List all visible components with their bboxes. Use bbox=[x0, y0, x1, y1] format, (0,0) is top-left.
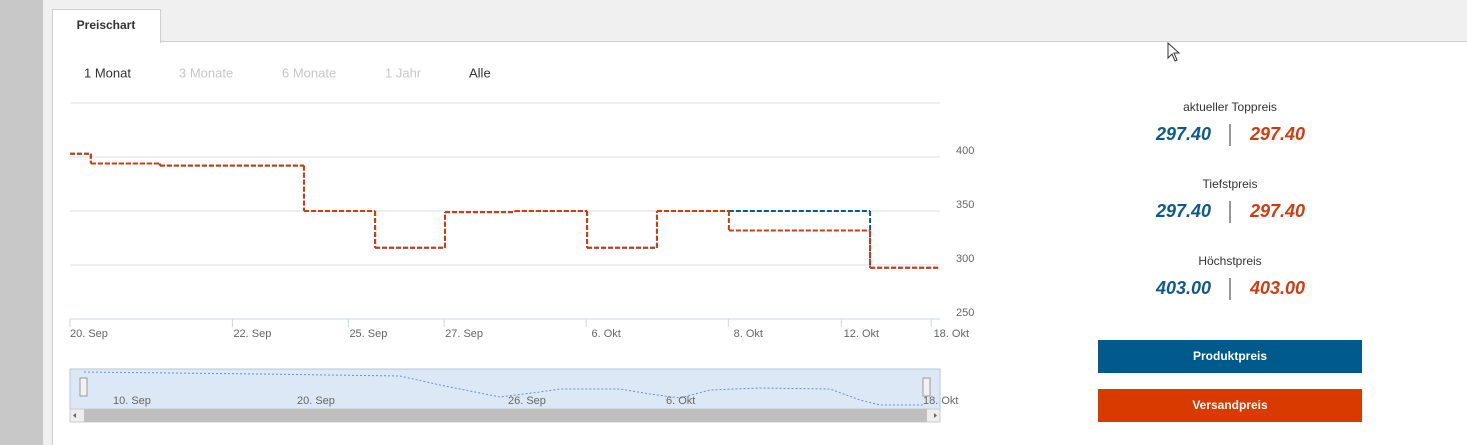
x-tick-label: 18. Okt bbox=[934, 328, 969, 340]
price-label: aktueller Toppreis bbox=[1183, 100, 1277, 114]
x-tick-label: 6. Okt bbox=[592, 328, 621, 340]
range-button[interactable]: 1 Monat bbox=[84, 65, 131, 80]
navigator-label: 20. Sep bbox=[297, 395, 335, 407]
scrollbar-thumb[interactable] bbox=[84, 409, 927, 422]
button-label[interactable]: Versandpreis bbox=[1192, 398, 1268, 412]
x-tick-label: 20. Sep bbox=[70, 328, 108, 340]
range-button[interactable]: 6 Monate bbox=[282, 65, 336, 80]
y-tick-label: 400 bbox=[956, 145, 974, 157]
range-button[interactable]: Alle bbox=[469, 65, 491, 80]
x-tick-label: 27. Sep bbox=[445, 328, 483, 340]
price-label: Höchstpreis bbox=[1198, 254, 1261, 268]
navigator-label: 18. Okt bbox=[923, 395, 958, 407]
button-label[interactable]: Produktpreis bbox=[1193, 349, 1267, 363]
chart: 250 300 350 400 20. Sep 22. Sep 25. Sep 27. Sep… bbox=[69, 102, 974, 340]
tab-label[interactable]: Preischart bbox=[77, 18, 136, 32]
y-tick-label: 300 bbox=[956, 253, 974, 265]
price-value: 297.40 bbox=[1155, 124, 1211, 144]
price-value: 403.00 bbox=[1249, 278, 1305, 298]
range-button[interactable]: 3 Monate bbox=[179, 65, 233, 80]
navigator-handle[interactable] bbox=[922, 377, 931, 397]
price-panel: aktueller Toppreis 297.40 297.40 Tiefstprei… bbox=[1155, 100, 1305, 300]
x-tick-label: 12. Okt bbox=[844, 328, 879, 340]
tab-join bbox=[53, 40, 160, 44]
navigator-handle[interactable] bbox=[79, 377, 88, 397]
navigator: 10. Sep 20. Sep 26. Sep 6. Okt 18. Okt bbox=[69, 368, 958, 423]
tab[interactable] bbox=[52, 9, 161, 43]
cursor bbox=[1167, 41, 1181, 62]
button-produktpreis[interactable] bbox=[1098, 340, 1362, 373]
price-label: Tiefstpreis bbox=[1203, 177, 1258, 191]
price-value: 297.40 bbox=[1155, 201, 1211, 221]
price-value: 403.00 bbox=[1155, 278, 1211, 298]
y-tick-label: 250 bbox=[956, 307, 974, 319]
side-strip bbox=[0, 0, 43, 445]
navigator-line bbox=[83, 371, 925, 406]
range-button[interactable]: 1 Jahr bbox=[385, 65, 422, 80]
y-tick-label: 350 bbox=[956, 199, 974, 211]
x-tick-label: 22. Sep bbox=[233, 328, 271, 340]
navigator-label: 6. Okt bbox=[666, 395, 695, 407]
x-tick-label: 25. Sep bbox=[349, 328, 387, 340]
x-tick-label: 8. Okt bbox=[734, 328, 763, 340]
price-value: 297.40 bbox=[1249, 201, 1305, 221]
navigator-label: 26. Sep bbox=[508, 395, 546, 407]
price-value: 297.40 bbox=[1249, 124, 1305, 144]
navigator-mask bbox=[69, 368, 941, 410]
button-versandpreis[interactable] bbox=[1098, 389, 1362, 422]
navigator-label: 10. Sep bbox=[113, 395, 151, 407]
series bbox=[70, 152, 940, 269]
